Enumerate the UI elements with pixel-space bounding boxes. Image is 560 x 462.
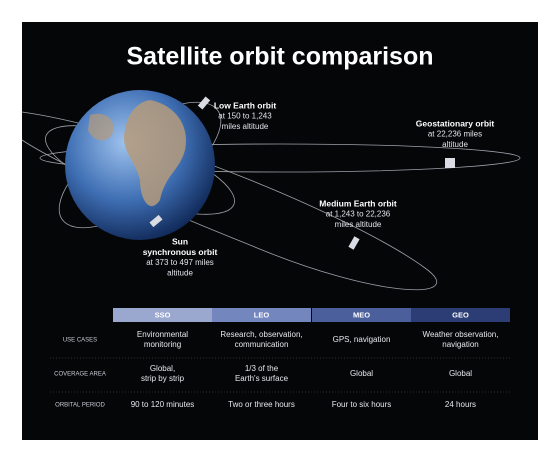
column-header-cell — [212, 308, 311, 322]
cell-text: Global, — [150, 364, 175, 373]
cell-text: monitoring — [144, 340, 181, 349]
column-header: GEO — [452, 310, 469, 319]
orbit-name: Geostationary orbit — [416, 118, 495, 128]
column-header: LEO — [254, 310, 270, 319]
column-header: MEO — [353, 310, 370, 319]
cell-text: Global — [449, 369, 472, 378]
continent — [123, 100, 186, 207]
cell-text: communication — [235, 340, 289, 349]
satellites — [149, 96, 455, 250]
orbit-detail: altitude — [167, 269, 193, 278]
column-header-cell — [312, 308, 411, 322]
orbit-detail: at 1,243 to 22,236 — [326, 210, 391, 219]
cell-text: Research, observation, — [220, 330, 302, 339]
cell-text: 24 hours — [445, 400, 476, 409]
cell-text: GPS, navigation — [333, 335, 391, 344]
cell-text: Two or three hours — [228, 400, 295, 409]
satellite — [445, 158, 455, 168]
satellite — [348, 236, 360, 250]
cell-text: Weather observation, — [423, 330, 499, 339]
orbit-detail: at 373 to 497 miles — [146, 258, 214, 267]
satellite — [197, 96, 211, 110]
orbit-name: Low Earth orbit — [214, 100, 277, 110]
title: Satellite orbit comparison — [126, 43, 433, 71]
orbit-detail: at 22,236 miles — [428, 130, 482, 139]
cell-text: Earth's surface — [235, 374, 289, 383]
orbit-detail: miles altitude — [222, 122, 269, 131]
column-header-cell — [411, 308, 510, 322]
cell-text: Four to six hours — [332, 400, 392, 409]
column-header-cell — [113, 308, 212, 322]
orbit-detail: at 150 to 1,243 — [218, 112, 272, 121]
row-label: USE CASES — [63, 338, 97, 344]
column-header: SSO — [155, 310, 171, 319]
orbit-name: Sun — [172, 236, 188, 246]
orbit-detail: miles altitude — [335, 220, 382, 229]
row-label: ORBITAL PERIOD — [55, 403, 105, 409]
cell-text: strip by strip — [141, 374, 185, 383]
geo-orbit — [39, 143, 521, 173]
cell-text: Environmental — [137, 330, 188, 339]
continent — [88, 113, 114, 141]
cell-text: Global — [350, 369, 373, 378]
row-label: COVERAGE AREA — [54, 372, 106, 378]
cell-text: navigation — [442, 340, 478, 349]
cell-text: 1/3 of the — [245, 364, 279, 373]
orbit-detail: altitude — [442, 140, 468, 149]
satellite — [149, 214, 163, 228]
orbit-name: Medium Earth orbit — [319, 198, 397, 208]
orbit-name: synchronous orbit — [143, 247, 218, 257]
cell-text: 90 to 120 minutes — [131, 400, 195, 409]
